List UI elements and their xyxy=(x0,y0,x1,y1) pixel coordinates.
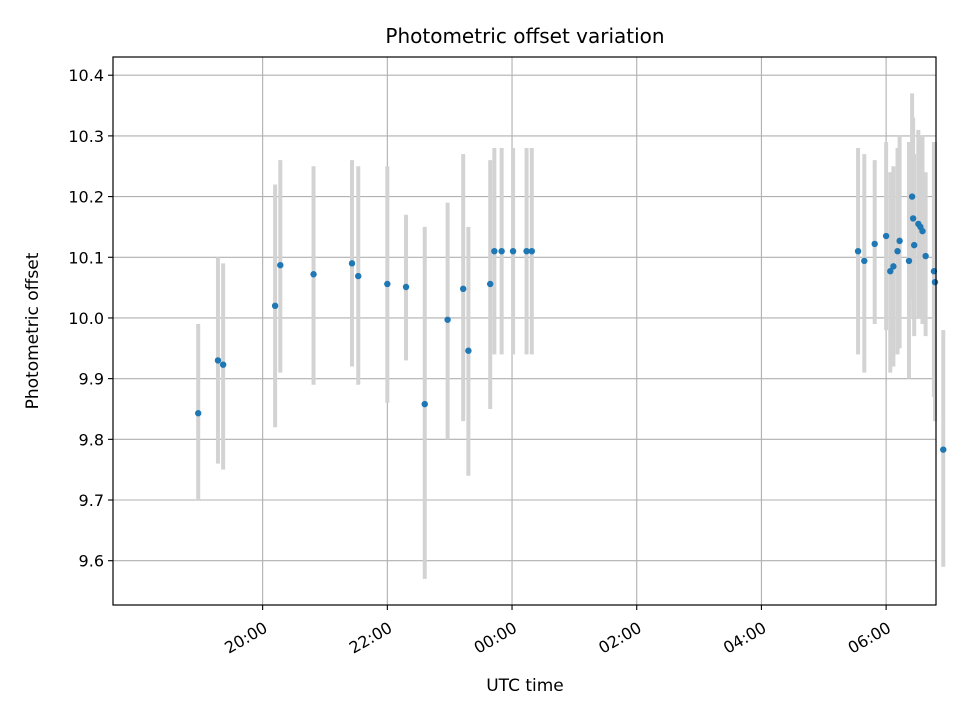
x-axis-label: UTC time xyxy=(486,676,564,696)
y-tick-label: 9.7 xyxy=(79,491,104,510)
data-point xyxy=(509,247,517,255)
y-tick-label: 10.4 xyxy=(68,66,104,85)
data-point xyxy=(214,357,222,364)
data-point xyxy=(219,361,227,368)
data-point xyxy=(310,271,317,278)
data-point xyxy=(894,247,901,255)
data-point xyxy=(882,232,890,240)
x-tick-label: 06:00 xyxy=(845,618,894,658)
data-point xyxy=(854,247,862,255)
y-tick-label: 10.1 xyxy=(68,248,104,267)
data-point xyxy=(444,316,451,323)
data-point xyxy=(195,410,202,417)
data-point xyxy=(523,247,530,255)
data-point xyxy=(465,347,472,354)
y-tick-label: 9.9 xyxy=(79,370,104,389)
x-tick-label: 20:00 xyxy=(221,618,270,658)
data-point xyxy=(459,285,467,293)
data-point xyxy=(871,240,878,248)
y-tick-label: 9.8 xyxy=(79,430,104,449)
data-point xyxy=(498,247,505,255)
data-point xyxy=(277,261,284,269)
data-point xyxy=(905,257,913,265)
data-point xyxy=(919,227,926,235)
data-point xyxy=(421,400,428,408)
data-point xyxy=(348,260,356,267)
data-point xyxy=(384,280,391,288)
x-tick-label: 04:00 xyxy=(720,618,769,658)
data-point xyxy=(896,237,903,245)
data-point xyxy=(922,252,929,260)
chart-title: Photometric offset variation xyxy=(385,24,664,48)
data-point xyxy=(890,263,897,270)
data-point xyxy=(940,446,947,453)
x-axis-ticks: 20:00 22:00 00:00 02:00 04:00 06:00 xyxy=(221,605,894,658)
y-tick-label: 10.2 xyxy=(68,188,104,207)
data-point xyxy=(528,247,535,255)
data-point xyxy=(487,280,494,288)
data-point xyxy=(909,215,917,222)
y-tick-label: 10.0 xyxy=(68,309,104,328)
x-tick-label: 02:00 xyxy=(595,618,644,658)
y-axis-ticks: 9.6 9.7 9.8 9.9 10.0 10.1 10.2 10.3 10.4 xyxy=(68,66,113,571)
grid xyxy=(113,57,936,605)
data-point xyxy=(355,272,362,280)
data-point xyxy=(931,278,939,286)
data-point xyxy=(861,257,868,265)
x-tick-label: 22:00 xyxy=(346,618,395,658)
data-point xyxy=(271,302,279,310)
errorbars xyxy=(196,93,946,579)
data-point xyxy=(402,283,410,291)
y-axis-label: Photometric offset xyxy=(23,252,43,409)
data-point xyxy=(910,241,918,249)
x-tick-label: 00:00 xyxy=(471,618,520,658)
y-tick-label: 9.6 xyxy=(79,552,104,571)
y-tick-label: 10.3 xyxy=(68,127,104,146)
data-point xyxy=(908,193,916,200)
data-point xyxy=(887,268,894,275)
data-point xyxy=(491,247,498,255)
data-points xyxy=(195,193,947,453)
plot-frame xyxy=(112,56,937,606)
